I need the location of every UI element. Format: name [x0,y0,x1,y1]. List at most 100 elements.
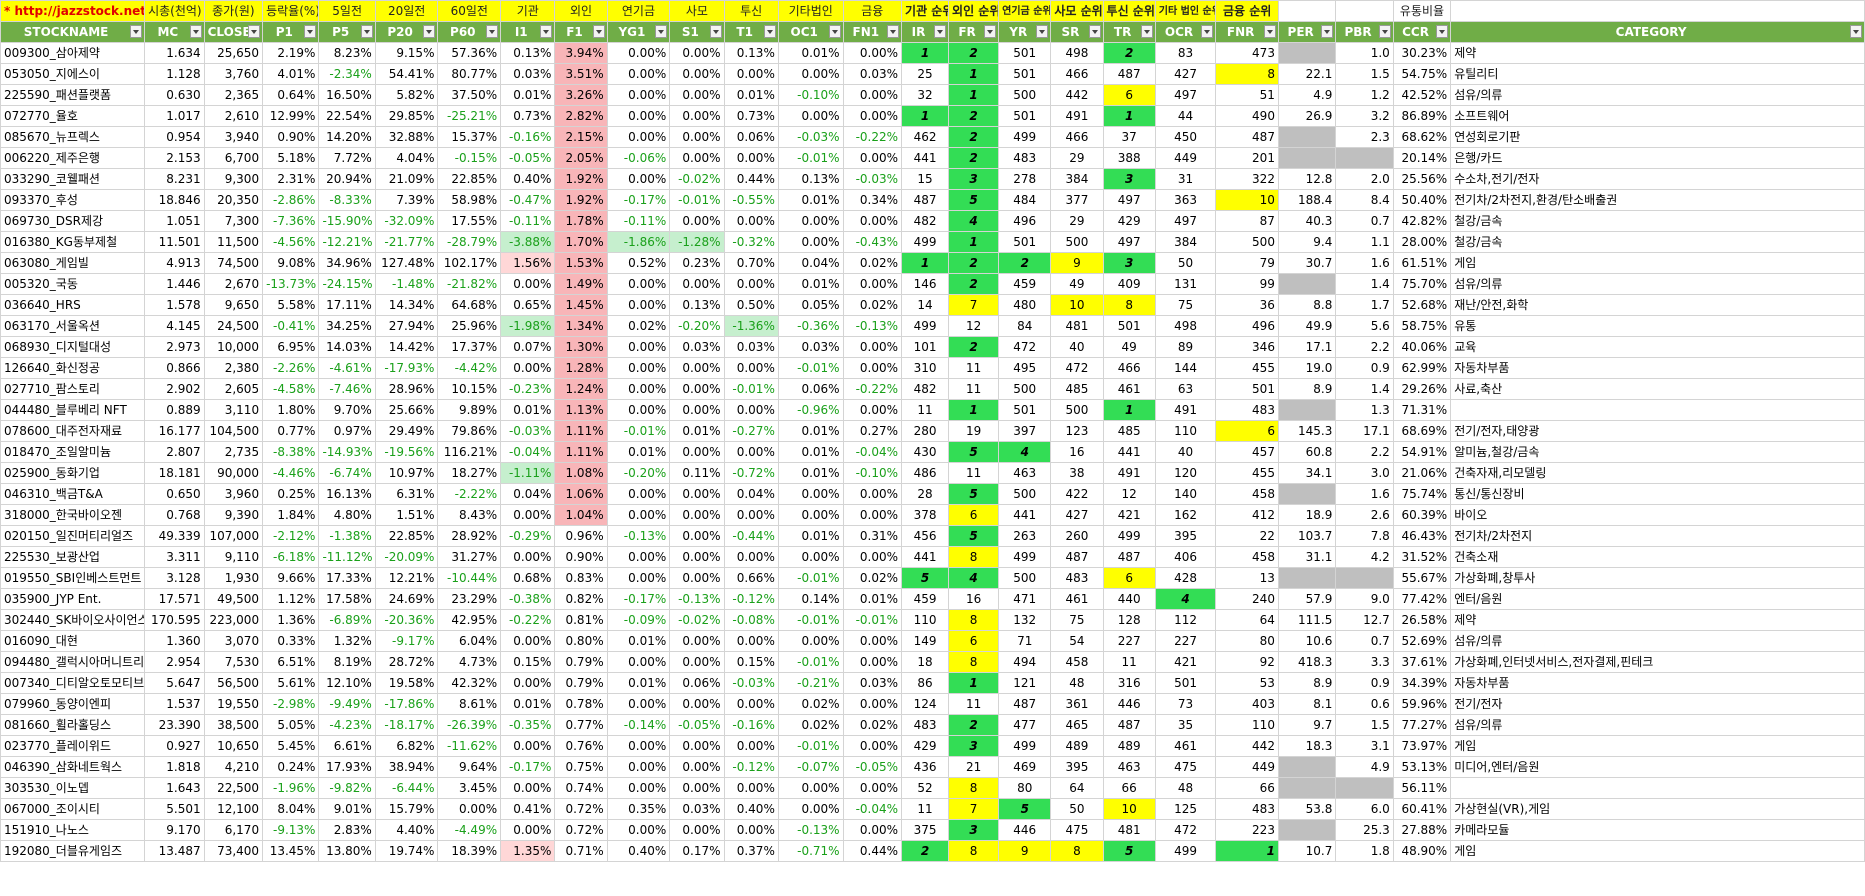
table-row[interactable]: 302440_SK바이오사이언스 170.595 223,000 1.36% -6.89… [0,609,1865,631]
filter-dropdown-icon[interactable] [828,25,841,38]
filter-dropdown-icon[interactable] [1140,25,1153,38]
data-cell: 442 [1050,84,1104,106]
table-row[interactable]: 033290_코웰패션 8.231 9,300 2.31% 20.94% 21.09% 22… [0,168,1865,190]
stock-sheet: * http://jazzstock.net/ 활용시총(천억)종가(원)등락율… [0,0,1865,862]
table-row[interactable]: 046310_백금T&A 0.650 3,960 0.25% 16.13% 6.31% -2… [0,483,1865,505]
table-row[interactable]: 094480_갤럭시아머니트리 2.954 7,530 6.51% 8.19% 28.72… [0,651,1865,673]
filter-dropdown-icon[interactable] [1436,25,1449,38]
category-cell: 건축자재,리모델링 [1450,462,1865,484]
table-row[interactable]: 025900_동화기업 18.181 90,000 -4.46% -6.74% 10.97… [0,462,1865,484]
data-cell: 0.00% [669,546,725,568]
data-cell: 2.0 [1335,168,1394,190]
table-row[interactable]: 225590_패션플랫폼 0.630 2,365 0.64% 16.50% 5.82% 37… [0,84,1865,106]
data-cell: 0.01% [842,588,903,610]
table-row[interactable]: 053050_지에스이 1.128 3,760 4.01% -2.34% 54.41% 80… [0,63,1865,85]
table-row[interactable]: 005320_국동 1.446 2,670 -13.73% -24.15% -1.48% -… [0,273,1865,295]
table-row[interactable]: 035900_JYP Ent. 17.571 49,500 1.12% 17.58% 24… [0,588,1865,610]
data-cell: 0.00% [606,42,671,64]
filter-dropdown-icon[interactable] [486,25,499,38]
filter-dropdown-icon[interactable] [130,25,143,38]
data-cell: 487 [998,693,1052,715]
table-row[interactable]: 225530_보광산업 3.311 9,110 -6.18% -11.12% -20.09… [0,546,1865,568]
group-header-cell: 기관 순위 [901,0,950,22]
data-cell: -2.86% [262,189,320,211]
table-row[interactable]: 018470_조일알미늄 2.807 2,735 -8.38% -14.93% -19.5… [0,441,1865,463]
data-cell: 17.11% [318,294,376,316]
table-row[interactable]: 068930_디지털대성 2.973 10,000 6.95% 14.03% 14.42%… [0,336,1865,358]
filter-dropdown-icon[interactable] [360,25,373,38]
data-cell: 0.02% [777,693,844,715]
table-row[interactable]: 067000_조이시티 5.501 12,100 8.04% 9.01% 15.79% 0.… [0,798,1865,820]
data-cell: 11 [948,693,1000,715]
filter-dropdown-icon[interactable] [189,25,202,38]
filter-dropdown-icon[interactable] [763,25,776,38]
table-row[interactable]: 009300_삼아제약 1.634 25,650 2.19% 8.23% 9.15% 57.… [0,42,1865,64]
filter-dropdown-icon[interactable] [1201,25,1214,38]
table-row[interactable]: 044480_블루베리 NFT 0.889 3,110 1.80% 9.70% 25.66… [0,399,1865,421]
data-cell: -0.13% [842,315,903,337]
filter-dropdown-icon[interactable] [934,25,947,38]
filter-dropdown-icon[interactable] [1263,25,1276,38]
data-cell: 25.56% [1392,168,1452,190]
table-row[interactable]: 192080_더블유게임즈 13.487 73,400 13.45% 13.80% 19.… [0,840,1865,862]
data-cell: 6 [948,630,1000,652]
table-row[interactable]: 078600_대주전자재료 16.177 104,500 0.77% 0.97% 29.4… [0,420,1865,442]
filter-dropdown-icon[interactable] [540,25,553,38]
data-cell: 64 [1215,609,1279,631]
table-row[interactable]: 069730_DSR제강 1.051 7,300 -7.36% -15.90% -32.0… [0,210,1865,232]
table-row[interactable]: 063080_게임빌 4.913 74,500 9.08% 34.96% 127.48% 1… [0,252,1865,274]
filter-dropdown-icon[interactable] [423,25,436,38]
data-cell: 110 [1215,714,1279,736]
data-cell: 500 [1050,231,1104,253]
table-row[interactable]: 318000_한국바이오젠 0.768 9,390 1.84% 4.80% 1.51% 8.… [0,504,1865,526]
table-row[interactable]: 093370_후성 18.846 20,350 -2.86% -8.33% 7.39% 58… [0,189,1865,211]
filter-dropdown-icon[interactable] [248,25,261,38]
data-cell: 0.00% [669,273,725,295]
filter-dropdown-icon[interactable] [304,25,317,38]
filter-dropdown-icon[interactable] [1378,25,1391,38]
filter-dropdown-icon[interactable] [1321,25,1334,38]
filter-dropdown-icon[interactable] [709,25,722,38]
table-row[interactable]: 006220_제주은행 2.153 6,700 5.18% 7.72% 4.04% -0.1… [0,147,1865,169]
table-row[interactable]: 016090_대현 1.360 3,070 0.33% 1.32% -9.17% 6.04%… [0,630,1865,652]
data-cell: 500 [998,84,1052,106]
data-cell: 1.80% [262,399,320,421]
table-row[interactable]: 027710_팜스토리 2.902 2,605 -4.58% -7.46% 28.96% 1… [0,378,1865,400]
table-row[interactable]: 081660_휠라홀딩스 23.390 38,500 5.05% -4.23% -18.1… [0,714,1865,736]
table-row[interactable]: 085670_뉴프렉스 0.954 3,940 0.90% 14.20% 32.88% 15… [0,126,1865,148]
filter-dropdown-icon[interactable] [887,25,900,38]
table-row[interactable]: 020150_일진머티리얼즈 49.339 107,000 -2.12% -1.38% 2… [0,525,1865,547]
table-row[interactable]: 036640_HRS 1.578 9,650 5.58% 17.11% 14.34% 64.… [0,294,1865,316]
table-row[interactable]: 016380_KG동부제철 11.501 11,500 -4.56% -12.21% -2… [0,231,1865,253]
table-row[interactable]: 126640_화신정공 0.866 2,380 -2.26% -4.61% -17.93%… [0,357,1865,379]
filter-dropdown-icon[interactable] [1088,25,1101,38]
data-cell: 2 [948,336,1000,358]
table-row[interactable]: 019550_SBI인베스트먼트 3.128 1,930 9.66% 17.33% 12.… [0,567,1865,589]
filter-dropdown-icon[interactable] [984,25,997,38]
data-cell: 0.00% [842,273,903,295]
table-row[interactable]: 303530_이노뎁 1.643 22,500 -1.96% -9.82% -6.44% 3… [0,777,1865,799]
data-cell: 0.954 [144,126,205,148]
table-row[interactable]: 072770_율호 1.017 2,610 12.99% 22.54% 29.85% -25… [0,105,1865,127]
data-cell: 4.04% [374,147,439,169]
table-row[interactable]: 063170_서울옥션 4.145 24,500 -0.41% 34.25% 27.94%… [0,315,1865,337]
filter-dropdown-icon[interactable] [1850,25,1862,38]
data-cell: 18.3 [1277,735,1337,757]
data-cell: 427 [1154,63,1217,85]
data-cell: 8.1 [1277,693,1337,715]
table-row[interactable]: 151910_나노스 9.170 6,170 -9.13% 2.83% 4.40% -4.4… [0,819,1865,841]
table-row[interactable]: 007340_디티알오토모티브 5.647 56,500 5.61% 12.10% 19.… [0,672,1865,694]
table-row[interactable]: 046390_삼화네트웍스 1.818 4,210 0.24% 17.93% 38.94%… [0,756,1865,778]
source-link[interactable]: * http://jazzstock.net/ 활용 [0,0,146,22]
data-cell: 9,300 [203,168,264,190]
data-cell: 4 [998,441,1052,463]
stock-name-cell: 318000_한국바이오젠 [0,504,146,526]
filter-dropdown-icon[interactable] [655,25,668,38]
filter-dropdown-icon[interactable] [592,25,605,38]
data-cell: 80 [998,777,1052,799]
table-row[interactable]: 079960_동양이엔피 1.537 19,550 -2.98% -9.49% -17.8… [0,693,1865,715]
group-header-cell: 기관 [500,0,556,22]
category-cell: 제약 [1450,42,1865,64]
table-row[interactable]: 023770_플레이위드 0.927 10,650 5.45% 6.61% 6.82% -1… [0,735,1865,757]
filter-dropdown-icon[interactable] [1036,25,1049,38]
